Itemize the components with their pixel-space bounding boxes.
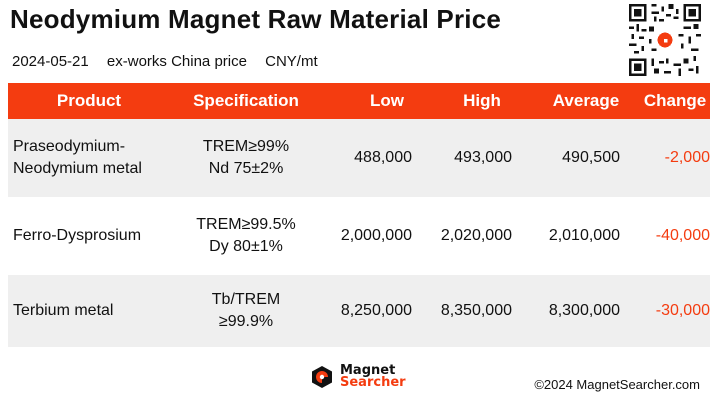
header-high: High <box>463 91 501 110</box>
price-change: -2,000 <box>664 149 710 166</box>
table-header: Product Specification Low High Average C… <box>8 83 710 119</box>
product-name-line1: Terbium metal <box>13 302 114 319</box>
average-price: 490,500 <box>562 149 620 166</box>
price-basis: ex-works China price <box>106 53 247 70</box>
logo-wordmark: Magnet Searcher <box>340 363 406 390</box>
header-low: Low <box>370 91 404 110</box>
low-price: 2,000,000 <box>340 227 412 244</box>
header-product: Product <box>56 91 122 110</box>
spec-cell: TREM≥99% Nd 75±2% <box>170 136 322 180</box>
logo-line1: Magnet <box>340 363 396 378</box>
spec-line1: TREM≥99% <box>202 138 290 155</box>
price-unit: CNY/mt <box>265 53 318 70</box>
average-price: 2,010,000 <box>548 227 620 244</box>
high-price: 8,350,000 <box>440 302 512 319</box>
price-date: 2024-05-21 <box>12 53 89 70</box>
price-table: Product Specification Low High Average C… <box>8 83 710 347</box>
product-name-line2: Neodymium metal <box>13 160 142 177</box>
low-price: 488,000 <box>354 149 412 166</box>
price-change: -40,000 <box>655 227 710 244</box>
product-name-line1: Ferro-Dysprosium <box>13 227 142 244</box>
magnet-searcher-logo-icon <box>312 366 332 388</box>
logo-line2: Searcher <box>340 375 406 390</box>
page-title: Neodymium Magnet Raw Material Price <box>10 4 502 34</box>
product-name-line1: Praseodymium- <box>13 138 126 155</box>
low-price: 8,250,000 <box>340 302 412 319</box>
product-cell: Terbium metal <box>8 300 170 322</box>
header-change: Change <box>643 91 707 110</box>
spec-line1: Tb/TREM <box>211 291 281 308</box>
table-row: Terbium metal Tb/TREM ≥99.9% 8,250,000 8… <box>8 275 710 347</box>
qr-code-icon <box>629 4 701 76</box>
spec-line1: TREM≥99.5% <box>196 216 296 233</box>
spec-line2: Dy 80±1% <box>209 238 283 255</box>
copyright: ©2024 MagnetSearcher.com <box>534 377 700 392</box>
average-price: 8,300,000 <box>548 302 620 319</box>
spec-line2: ≥99.9% <box>218 313 274 330</box>
brand-logo: Magnet Searcher <box>310 363 406 390</box>
spec-line2: Nd 75±2% <box>208 160 284 177</box>
product-cell: Praseodymium- Neodymium metal <box>8 136 170 180</box>
spec-cell: Tb/TREM ≥99.9% <box>170 289 322 333</box>
high-price: 493,000 <box>454 149 512 166</box>
header-average: Average <box>552 91 620 110</box>
high-price: 2,020,000 <box>440 227 512 244</box>
subtitle: 2024-05-21 ex-works China price CNY/mt <box>12 53 332 70</box>
product-cell: Ferro-Dysprosium <box>8 225 170 247</box>
table-row: Praseodymium- Neodymium metal TREM≥99% N… <box>8 119 710 197</box>
spec-cell: TREM≥99.5% Dy 80±1% <box>170 214 322 258</box>
header-specification: Specification <box>193 91 299 110</box>
price-change: -30,000 <box>655 302 710 319</box>
table-row: Ferro-Dysprosium TREM≥99.5% Dy 80±1% 2,0… <box>8 197 710 275</box>
